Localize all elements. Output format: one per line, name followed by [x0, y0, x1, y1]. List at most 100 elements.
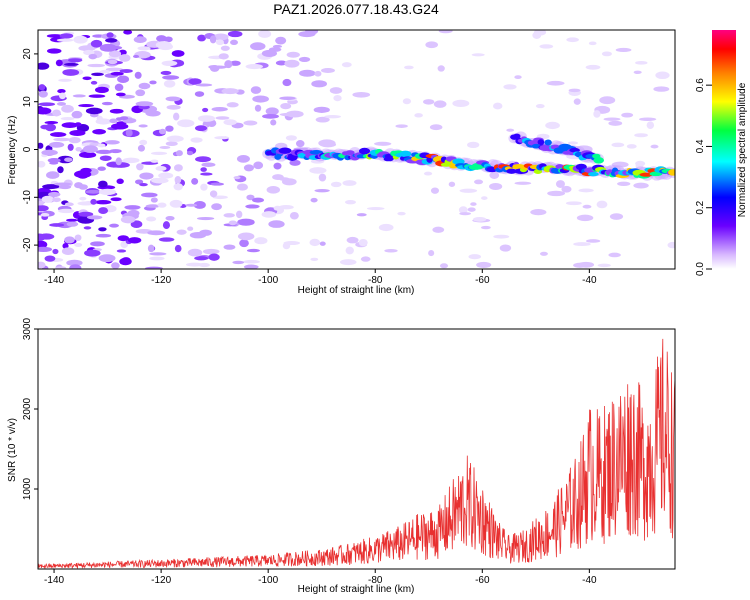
y-tick-label: 0 [22, 146, 33, 152]
noise-blob [272, 44, 283, 48]
ridge-blob [593, 156, 605, 164]
noise-blob [582, 204, 592, 209]
noise-blob [384, 249, 398, 253]
noise-blob [49, 132, 67, 137]
noise-blob [59, 185, 72, 190]
noise-blob [366, 207, 385, 211]
noise-blob [232, 260, 245, 265]
noise-blob [58, 78, 72, 82]
noise-blob [98, 227, 107, 232]
snr-panel: -140 -120 -100 -80 -60 -40 1000 2000 3000 Heigh… [7, 317, 676, 595]
noise-blob [127, 237, 142, 244]
noise-blob [275, 60, 288, 66]
noise-blob [101, 101, 113, 106]
noise-blob [40, 124, 50, 130]
noise-blob [59, 33, 74, 39]
noise-blob [135, 101, 154, 107]
noise-blob [75, 146, 82, 152]
noise-blob [437, 65, 445, 72]
noise-blob [533, 30, 547, 36]
noise-blob [261, 211, 277, 218]
noise-blob [429, 124, 443, 131]
noise-blob [480, 225, 491, 230]
noise-blob [397, 211, 406, 216]
noise-blob [155, 165, 167, 172]
noise-blob [476, 261, 492, 268]
noise-blob [617, 181, 631, 186]
noise-blob [111, 262, 120, 269]
noise-blob [506, 128, 515, 132]
noise-blob [159, 145, 171, 149]
noise-blob [90, 39, 103, 48]
noise-blob [122, 157, 140, 164]
noise-blob [236, 154, 250, 163]
noise-blob [74, 234, 82, 242]
x-tick-label: -40 [582, 275, 597, 286]
noise-blob [296, 140, 305, 148]
x-tick-label: -120 [151, 275, 171, 286]
noise-blob [90, 80, 98, 85]
noise-blob [38, 142, 44, 149]
noise-blob [188, 78, 202, 85]
noise-blob [40, 213, 50, 217]
noise-blob [243, 259, 260, 264]
noise-blob [88, 94, 106, 98]
noise-blob [106, 32, 114, 38]
noise-blob [254, 104, 262, 112]
noise-blob [166, 104, 181, 110]
noise-blob [608, 120, 623, 126]
noise-blob [266, 186, 281, 194]
noise-blob [209, 35, 217, 44]
noise-blob [90, 241, 105, 247]
noise-blob [646, 121, 655, 129]
spectrogram-x-ticks: -140 -120 -100 -80 -60 -40 [44, 269, 597, 286]
noise-blob [98, 180, 108, 188]
noise-blob [346, 236, 359, 244]
ridge-blob [513, 133, 521, 139]
noise-blob [493, 234, 510, 239]
noise-blob [173, 183, 183, 191]
noise-blob [130, 220, 143, 229]
noise-blob [233, 175, 241, 180]
noise-blob [150, 159, 159, 163]
noise-blob [95, 233, 112, 238]
noise-blob [38, 261, 46, 269]
noise-blob [137, 46, 151, 51]
noise-blob [467, 207, 476, 212]
noise-blob [187, 226, 194, 231]
noise-blob [289, 159, 301, 166]
noise-blob [114, 83, 124, 92]
noise-blob [74, 122, 82, 127]
noise-blob [310, 257, 319, 262]
noise-blob [86, 215, 103, 220]
noise-blob [448, 181, 456, 187]
noise-blob [42, 184, 60, 190]
noise-blob [74, 182, 83, 189]
noise-blob [235, 210, 243, 219]
noise-blob [57, 88, 66, 94]
noise-blob [85, 107, 103, 115]
ridge-blob [278, 147, 292, 154]
noise-blob [313, 106, 330, 113]
noise-blob [61, 247, 75, 255]
noise-blob [186, 150, 194, 156]
noise-blob [117, 75, 130, 83]
noise-blob [38, 205, 49, 212]
noise-blob [66, 218, 78, 222]
ridge-blob [531, 143, 541, 149]
noise-blob [61, 122, 79, 129]
noise-blob [79, 196, 87, 201]
noise-blob [139, 172, 154, 180]
noise-blob [655, 71, 670, 80]
noise-blob [149, 252, 167, 256]
snr-x-label: Height of straight line (km) [298, 584, 415, 595]
noise-blob [66, 259, 83, 266]
colorbar-gradient [712, 30, 736, 269]
noise-blob [237, 218, 255, 226]
noise-blob [98, 188, 117, 196]
noise-blob [165, 125, 174, 132]
noise-blob [319, 241, 326, 246]
noise-blob [46, 34, 63, 38]
noise-blob [433, 100, 447, 108]
